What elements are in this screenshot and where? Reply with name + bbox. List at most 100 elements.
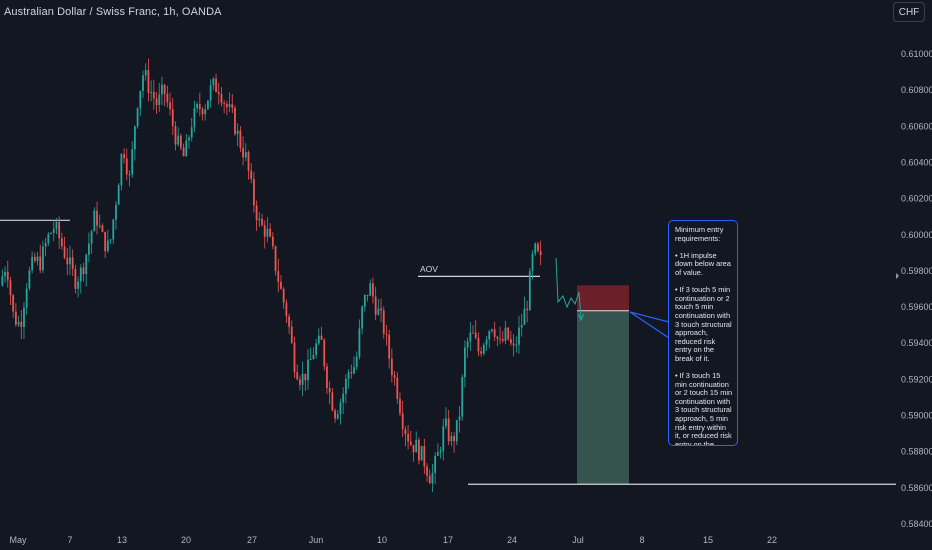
candle-body (447, 418, 450, 442)
candle-body (488, 331, 491, 340)
candle-body (434, 455, 437, 473)
candle-body (420, 446, 423, 461)
x-tick-label: 15 (703, 535, 713, 545)
candle-body (196, 104, 199, 109)
take-profit-zone[interactable] (577, 310, 629, 485)
candle-body (209, 85, 212, 101)
candle-body (236, 130, 239, 135)
candle-body (320, 335, 323, 340)
stop-loss-zone[interactable] (577, 285, 629, 311)
candle-body (290, 326, 293, 343)
candle-body (123, 154, 125, 159)
candle-body (477, 337, 480, 352)
x-tick-label: May (9, 535, 27, 545)
candle-body (347, 372, 350, 379)
candle-body (6, 271, 9, 281)
x-tick-label: 22 (767, 535, 777, 545)
candle-body (231, 104, 234, 109)
candle-body (466, 341, 469, 348)
currency-button[interactable]: CHF (893, 2, 925, 22)
candle-body (169, 102, 171, 110)
candle-body (518, 327, 520, 345)
candle-body (96, 210, 98, 226)
candle-body (285, 302, 288, 317)
callout-pointer (629, 311, 671, 340)
position-tool[interactable] (577, 285, 629, 485)
candle-body (23, 307, 25, 327)
projection-line[interactable] (555, 257, 582, 319)
entry-requirements-note[interactable]: Minimum entry requirements: • 1H impulse… (668, 220, 738, 446)
candle-body (431, 472, 434, 484)
candle-body (188, 137, 190, 141)
candle-body (28, 270, 31, 289)
candle-body (537, 243, 539, 251)
candle-body (131, 149, 134, 175)
candle-body (117, 185, 120, 205)
x-tick-label: Jun (309, 535, 324, 545)
candle-body (212, 78, 215, 86)
candle-body (293, 342, 296, 373)
x-tick-label: 17 (443, 535, 453, 545)
candle-body (150, 91, 153, 93)
candle-body (526, 308, 529, 311)
candle-body (301, 373, 304, 385)
candle-body (499, 338, 501, 340)
candle-body (377, 308, 380, 315)
candle-body (507, 327, 510, 340)
candle-body (317, 335, 320, 344)
candle-body (225, 103, 228, 108)
y-tick-label: 0.59400 (901, 338, 932, 348)
candle-body (388, 334, 391, 359)
candle-body (485, 339, 488, 345)
candle-body (98, 225, 101, 227)
arrow-down-icon (577, 313, 585, 322)
candle-body (496, 336, 499, 339)
candle-body (1, 276, 4, 286)
candle-body (304, 373, 307, 381)
y-tick-label: 0.60400 (901, 157, 932, 167)
candle-body (504, 327, 507, 341)
candle-body (104, 231, 107, 252)
candle-body (401, 413, 404, 430)
candle-body (418, 439, 420, 461)
candle-body (161, 84, 163, 95)
candle-body (326, 366, 328, 388)
projection-path[interactable] (555, 257, 585, 322)
candle-body (453, 436, 455, 442)
candle-body (139, 90, 142, 109)
candle-body (358, 328, 361, 357)
candle-body (179, 135, 182, 148)
candle-body (255, 205, 258, 221)
candle-body (380, 308, 382, 311)
candle-body (309, 358, 312, 360)
candle-body (412, 444, 415, 453)
candle-body (217, 92, 220, 94)
candle-body (55, 222, 58, 229)
x-tick-label: 20 (181, 535, 191, 545)
candle-body (439, 450, 442, 453)
y-tick-label: 0.59200 (901, 374, 932, 384)
candle-body (82, 267, 85, 275)
y-tick-label: 0.60000 (901, 230, 932, 240)
candle-body (142, 75, 144, 91)
candle-body (355, 356, 358, 368)
candle-body (171, 109, 174, 126)
note-bullet-3: • If 3 touch 15 min continuation or 2 to… (675, 371, 733, 446)
candle-body (66, 257, 69, 265)
y-tick-label: 0.58400 (901, 519, 932, 529)
y-axis: 0.61000 0.60800 0.60600 0.60400 0.60200 0.600… (896, 49, 932, 529)
horizontal-levels[interactable] (0, 219, 896, 485)
candle-body (44, 243, 47, 247)
candle-body (147, 69, 150, 93)
candle-body (323, 339, 326, 367)
x-tick-label: 10 (377, 535, 387, 545)
y-tick-label: 0.60200 (901, 194, 932, 204)
candle-body (445, 418, 447, 427)
candle-body (190, 127, 193, 138)
candle-body (515, 344, 518, 346)
candle-body (4, 271, 6, 277)
candle-body (228, 104, 231, 108)
candle-body (90, 231, 93, 244)
candle-body (404, 429, 407, 435)
